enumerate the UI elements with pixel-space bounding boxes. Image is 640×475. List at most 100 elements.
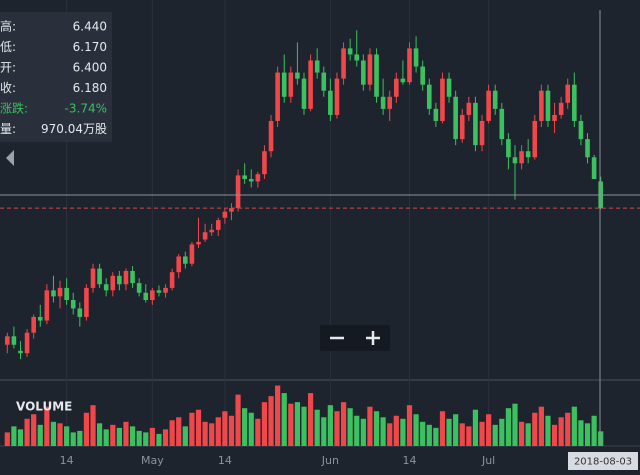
candle-body — [539, 90, 544, 121]
volume-bar — [327, 405, 333, 446]
volume-bar — [17, 429, 24, 446]
candle-body — [426, 84, 432, 109]
candle-body — [209, 229, 214, 233]
candle-body — [136, 283, 142, 293]
volume-bar — [354, 415, 360, 446]
candle-body — [31, 316, 36, 333]
candle-body — [163, 287, 168, 293]
volume-bar — [307, 393, 314, 446]
cursor-date: 2018-08-03 — [574, 457, 632, 468]
volume-bar — [255, 418, 261, 446]
volume-bar — [176, 417, 182, 446]
volume-bar — [486, 414, 492, 446]
candle-body — [433, 108, 439, 121]
candle-body — [354, 54, 360, 61]
candle-body — [532, 120, 538, 158]
volume-bar — [64, 426, 70, 446]
volume-bar — [334, 411, 340, 446]
volume-bar — [347, 408, 353, 446]
candle-body — [552, 114, 557, 121]
candle-body — [361, 60, 366, 85]
candle-body — [565, 84, 571, 103]
scroll-left-icon[interactable] — [6, 150, 14, 166]
candle-body — [156, 290, 162, 293]
candle-body — [229, 208, 234, 212]
volume-bar — [400, 418, 406, 446]
volume-bar — [453, 414, 459, 446]
candle-body — [110, 275, 116, 291]
candle-body — [222, 211, 228, 218]
candle-body — [70, 300, 76, 309]
candle-body — [255, 174, 261, 182]
candle-body — [413, 48, 419, 67]
candle-body — [380, 96, 386, 109]
volume-bar — [129, 426, 136, 446]
candle-body — [117, 275, 122, 285]
candle-body — [295, 72, 300, 79]
candle-body — [183, 256, 188, 264]
volume-label: VOLUME — [16, 400, 72, 414]
candle-body — [248, 179, 254, 182]
x-tick-label: 14 — [218, 454, 232, 467]
candle-body — [189, 244, 195, 264]
candle-body — [479, 120, 485, 146]
volume-bar — [525, 423, 531, 446]
info-label: 收: — [0, 81, 16, 95]
volume-bar — [598, 431, 604, 446]
volume-bar — [459, 423, 465, 446]
volume-bar — [149, 427, 155, 446]
candle-body — [499, 108, 505, 140]
candle-body — [143, 292, 149, 300]
volume-bar — [228, 415, 235, 446]
candle-body — [446, 78, 452, 97]
volume-bar — [97, 423, 103, 446]
x-tick-label: 14 — [60, 454, 74, 467]
candle-body — [407, 48, 412, 83]
info-value: 6.440 — [73, 20, 107, 34]
candle-body — [11, 336, 17, 345]
volume-bar — [215, 417, 221, 446]
volume-bar — [439, 411, 446, 446]
volume-bar — [103, 429, 109, 446]
info-panel — [0, 12, 112, 142]
candle-body — [453, 96, 458, 140]
volume-bar — [367, 406, 373, 446]
candle-body — [459, 114, 465, 140]
volume-bar — [426, 424, 432, 446]
candle-body — [288, 72, 294, 97]
volume-bar — [162, 429, 169, 446]
volume-bar — [373, 411, 380, 446]
candle-body — [420, 66, 425, 85]
volume-bar — [393, 415, 399, 446]
volume-bar — [433, 427, 439, 446]
candle-body — [486, 90, 491, 121]
candle-body — [387, 96, 393, 109]
candle-body — [440, 78, 445, 121]
volume-bar — [479, 421, 485, 446]
volume-bar — [551, 424, 558, 446]
candle-body — [44, 290, 50, 321]
volume-bar — [116, 427, 122, 446]
info-value: 970.04万股 — [41, 122, 107, 136]
candle-body — [585, 139, 590, 158]
candle-body — [262, 151, 267, 175]
volume-bar — [77, 430, 83, 446]
volume-bar — [321, 417, 327, 446]
volume-bar — [57, 423, 63, 446]
candle-body — [123, 270, 129, 285]
volume-bar — [360, 418, 366, 446]
candle-body — [519, 151, 524, 164]
candle-body — [268, 120, 274, 152]
volume-bar — [202, 421, 208, 446]
candle-body — [394, 78, 399, 97]
info-label: 低: — [0, 40, 16, 54]
candle-body — [492, 90, 498, 109]
candle-body — [51, 290, 56, 297]
volume-bar — [294, 402, 301, 446]
volume-bar — [44, 406, 50, 446]
volume-bar — [31, 414, 37, 446]
volume-bar — [314, 409, 320, 446]
candle-body — [150, 290, 155, 300]
volume-bar — [446, 418, 452, 446]
candle-body — [578, 120, 584, 140]
